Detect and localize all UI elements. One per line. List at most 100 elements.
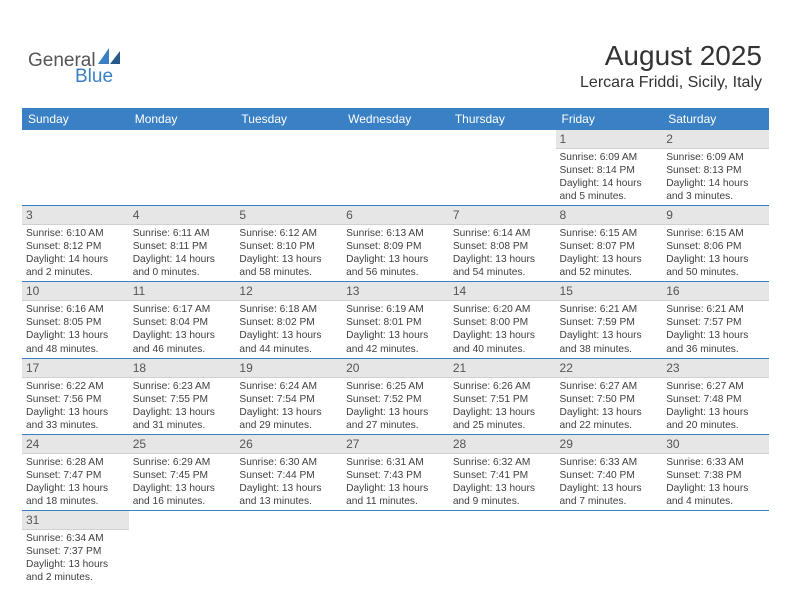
sunset: Sunset: 7:55 PM <box>133 393 232 406</box>
day-cell: 1Sunrise: 6:09 AMSunset: 8:14 PMDaylight… <box>556 130 663 206</box>
day-cell: 27Sunrise: 6:31 AMSunset: 7:43 PMDayligh… <box>342 434 449 510</box>
sunset: Sunset: 8:06 PM <box>666 240 765 253</box>
day-content: Sunrise: 6:27 AMSunset: 7:50 PMDaylight:… <box>556 378 663 434</box>
sunset: Sunset: 7:48 PM <box>666 393 765 406</box>
daylight: Daylight: 13 hours and 54 minutes. <box>453 253 552 279</box>
daylight: Daylight: 13 hours and 46 minutes. <box>133 329 232 355</box>
sunrise: Sunrise: 6:30 AM <box>239 456 338 469</box>
day-number: 9 <box>662 206 769 225</box>
day-content: Sunrise: 6:18 AMSunset: 8:02 PMDaylight:… <box>235 301 342 357</box>
day-cell: 24Sunrise: 6:28 AMSunset: 7:47 PMDayligh… <box>22 434 129 510</box>
sunset: Sunset: 8:04 PM <box>133 316 232 329</box>
dayname-sunday: Sunday <box>22 108 129 130</box>
day-cell: 29Sunrise: 6:33 AMSunset: 7:40 PMDayligh… <box>556 434 663 510</box>
day-cell: 5Sunrise: 6:12 AMSunset: 8:10 PMDaylight… <box>235 206 342 282</box>
sunrise: Sunrise: 6:27 AM <box>666 380 765 393</box>
calendar-table: SundayMondayTuesdayWednesdayThursdayFrid… <box>22 108 769 586</box>
day-number: 2 <box>662 130 769 149</box>
daylight: Daylight: 13 hours and 40 minutes. <box>453 329 552 355</box>
day-content: Sunrise: 6:31 AMSunset: 7:43 PMDaylight:… <box>342 454 449 510</box>
sunset: Sunset: 8:14 PM <box>560 164 659 177</box>
sunrise: Sunrise: 6:16 AM <box>26 303 125 316</box>
day-content: Sunrise: 6:33 AMSunset: 7:40 PMDaylight:… <box>556 454 663 510</box>
sunset: Sunset: 7:38 PM <box>666 469 765 482</box>
sunset: Sunset: 7:40 PM <box>560 469 659 482</box>
day-number: 23 <box>662 359 769 378</box>
day-cell: 2Sunrise: 6:09 AMSunset: 8:13 PMDaylight… <box>662 130 769 206</box>
day-cell: 22Sunrise: 6:27 AMSunset: 7:50 PMDayligh… <box>556 358 663 434</box>
daylight: Daylight: 14 hours and 0 minutes. <box>133 253 232 279</box>
sunrise: Sunrise: 6:21 AM <box>666 303 765 316</box>
day-content: Sunrise: 6:16 AMSunset: 8:05 PMDaylight:… <box>22 301 129 357</box>
sunrise: Sunrise: 6:27 AM <box>560 380 659 393</box>
sunrise: Sunrise: 6:23 AM <box>133 380 232 393</box>
day-cell: 31Sunrise: 6:34 AMSunset: 7:37 PMDayligh… <box>22 510 129 586</box>
sunrise: Sunrise: 6:32 AM <box>453 456 552 469</box>
day-number: 20 <box>342 359 449 378</box>
day-number: 21 <box>449 359 556 378</box>
sunrise: Sunrise: 6:09 AM <box>560 151 659 164</box>
day-cell: 17Sunrise: 6:22 AMSunset: 7:56 PMDayligh… <box>22 358 129 434</box>
sunset: Sunset: 8:07 PM <box>560 240 659 253</box>
sunrise: Sunrise: 6:33 AM <box>560 456 659 469</box>
sunrise: Sunrise: 6:26 AM <box>453 380 552 393</box>
daylight: Daylight: 13 hours and 31 minutes. <box>133 406 232 432</box>
sunrise: Sunrise: 6:21 AM <box>560 303 659 316</box>
week-row: 31Sunrise: 6:34 AMSunset: 7:37 PMDayligh… <box>22 510 769 586</box>
day-cell: 10Sunrise: 6:16 AMSunset: 8:05 PMDayligh… <box>22 282 129 358</box>
sunrise: Sunrise: 6:22 AM <box>26 380 125 393</box>
dayname-wednesday: Wednesday <box>342 108 449 130</box>
dayname-saturday: Saturday <box>662 108 769 130</box>
empty-cell <box>129 130 236 206</box>
day-cell: 25Sunrise: 6:29 AMSunset: 7:45 PMDayligh… <box>129 434 236 510</box>
day-content: Sunrise: 6:17 AMSunset: 8:04 PMDaylight:… <box>129 301 236 357</box>
sunset: Sunset: 8:05 PM <box>26 316 125 329</box>
daylight: Daylight: 13 hours and 4 minutes. <box>666 482 765 508</box>
day-number: 19 <box>235 359 342 378</box>
day-content: Sunrise: 6:12 AMSunset: 8:10 PMDaylight:… <box>235 225 342 281</box>
sunset: Sunset: 7:45 PM <box>133 469 232 482</box>
dayname-tuesday: Tuesday <box>235 108 342 130</box>
day-content: Sunrise: 6:23 AMSunset: 7:55 PMDaylight:… <box>129 378 236 434</box>
daylight: Daylight: 13 hours and 56 minutes. <box>346 253 445 279</box>
sunset: Sunset: 7:44 PM <box>239 469 338 482</box>
sunset: Sunset: 7:52 PM <box>346 393 445 406</box>
sunset: Sunset: 7:57 PM <box>666 316 765 329</box>
day-number: 18 <box>129 359 236 378</box>
daylight: Daylight: 13 hours and 48 minutes. <box>26 329 125 355</box>
day-content: Sunrise: 6:27 AMSunset: 7:48 PMDaylight:… <box>662 378 769 434</box>
sunset: Sunset: 7:41 PM <box>453 469 552 482</box>
daylight: Daylight: 13 hours and 50 minutes. <box>666 253 765 279</box>
daylight: Daylight: 13 hours and 20 minutes. <box>666 406 765 432</box>
daylight: Daylight: 13 hours and 42 minutes. <box>346 329 445 355</box>
day-content: Sunrise: 6:11 AMSunset: 8:11 PMDaylight:… <box>129 225 236 281</box>
daylight: Daylight: 13 hours and 16 minutes. <box>133 482 232 508</box>
daylight: Daylight: 13 hours and 36 minutes. <box>666 329 765 355</box>
day-cell: 6Sunrise: 6:13 AMSunset: 8:09 PMDaylight… <box>342 206 449 282</box>
sunset: Sunset: 7:37 PM <box>26 545 125 558</box>
day-content: Sunrise: 6:10 AMSunset: 8:12 PMDaylight:… <box>22 225 129 281</box>
sunset: Sunset: 8:12 PM <box>26 240 125 253</box>
dayname-thursday: Thursday <box>449 108 556 130</box>
day-cell: 21Sunrise: 6:26 AMSunset: 7:51 PMDayligh… <box>449 358 556 434</box>
dayname-friday: Friday <box>556 108 663 130</box>
day-cell: 7Sunrise: 6:14 AMSunset: 8:08 PMDaylight… <box>449 206 556 282</box>
day-number: 22 <box>556 359 663 378</box>
day-content: Sunrise: 6:25 AMSunset: 7:52 PMDaylight:… <box>342 378 449 434</box>
sunset: Sunset: 8:09 PM <box>346 240 445 253</box>
daylight: Daylight: 13 hours and 2 minutes. <box>26 558 125 584</box>
sunrise: Sunrise: 6:10 AM <box>26 227 125 240</box>
day-content: Sunrise: 6:14 AMSunset: 8:08 PMDaylight:… <box>449 225 556 281</box>
empty-cell <box>342 130 449 206</box>
daylight: Daylight: 13 hours and 13 minutes. <box>239 482 338 508</box>
day-number: 26 <box>235 435 342 454</box>
day-cell: 14Sunrise: 6:20 AMSunset: 8:00 PMDayligh… <box>449 282 556 358</box>
sunrise: Sunrise: 6:13 AM <box>346 227 445 240</box>
daylight: Daylight: 13 hours and 52 minutes. <box>560 253 659 279</box>
day-header-row: SundayMondayTuesdayWednesdayThursdayFrid… <box>22 108 769 130</box>
day-content: Sunrise: 6:13 AMSunset: 8:09 PMDaylight:… <box>342 225 449 281</box>
sunset: Sunset: 7:50 PM <box>560 393 659 406</box>
day-cell: 3Sunrise: 6:10 AMSunset: 8:12 PMDaylight… <box>22 206 129 282</box>
sunrise: Sunrise: 6:12 AM <box>239 227 338 240</box>
daylight: Daylight: 13 hours and 27 minutes. <box>346 406 445 432</box>
